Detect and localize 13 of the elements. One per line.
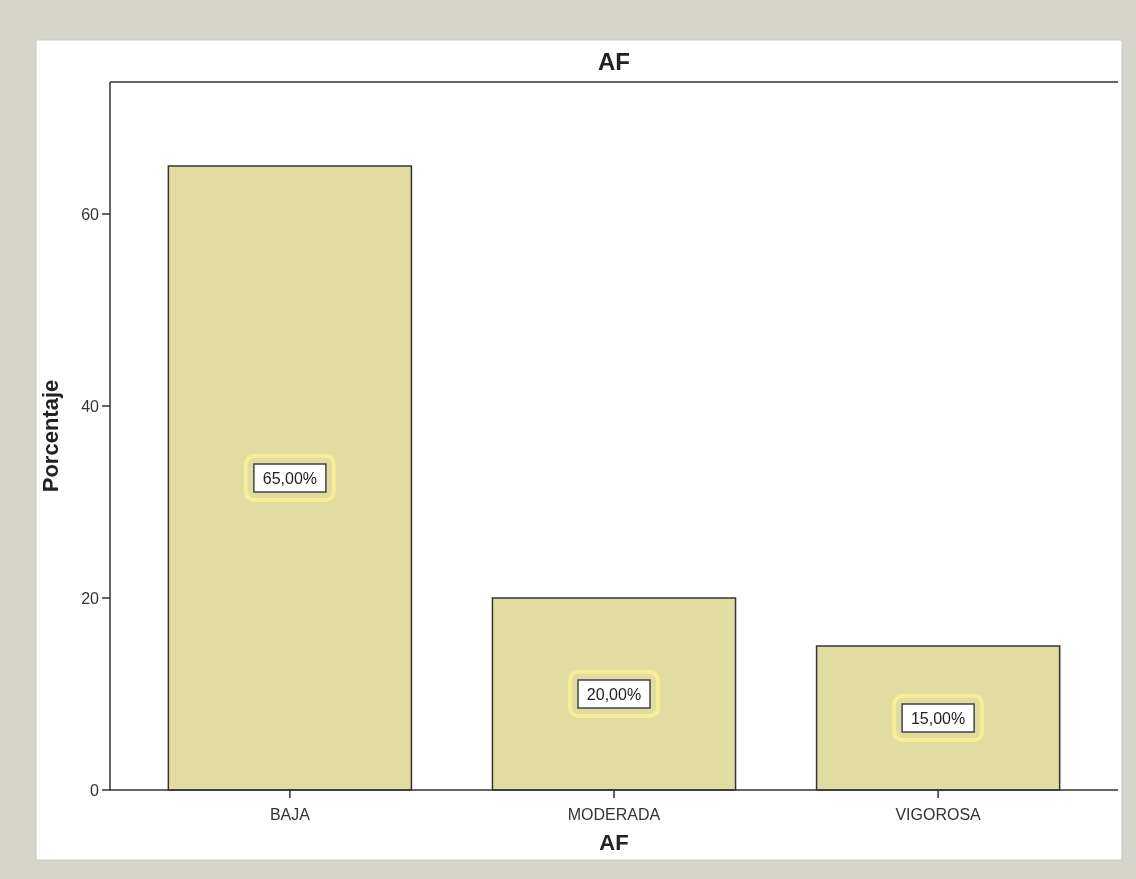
data-label: 65,00% [262,470,318,487]
x-tick-label: VIGOROSA [895,806,982,823]
data-label: 15,00% [910,710,966,727]
x-tick-label: BAJA [269,806,311,823]
y-tick-label: 40 [81,398,100,415]
y-tick-label: 60 [81,206,100,223]
y-tick-label: 0 [90,782,100,799]
chart-title: AF [598,48,630,75]
y-tick-label: 20 [81,590,100,607]
data-label: 20,00% [586,686,642,703]
y-axis-title: Porcentaje [38,379,63,493]
x-axis-title: AF [599,830,629,855]
x-tick-label: MODERADA [567,806,661,823]
